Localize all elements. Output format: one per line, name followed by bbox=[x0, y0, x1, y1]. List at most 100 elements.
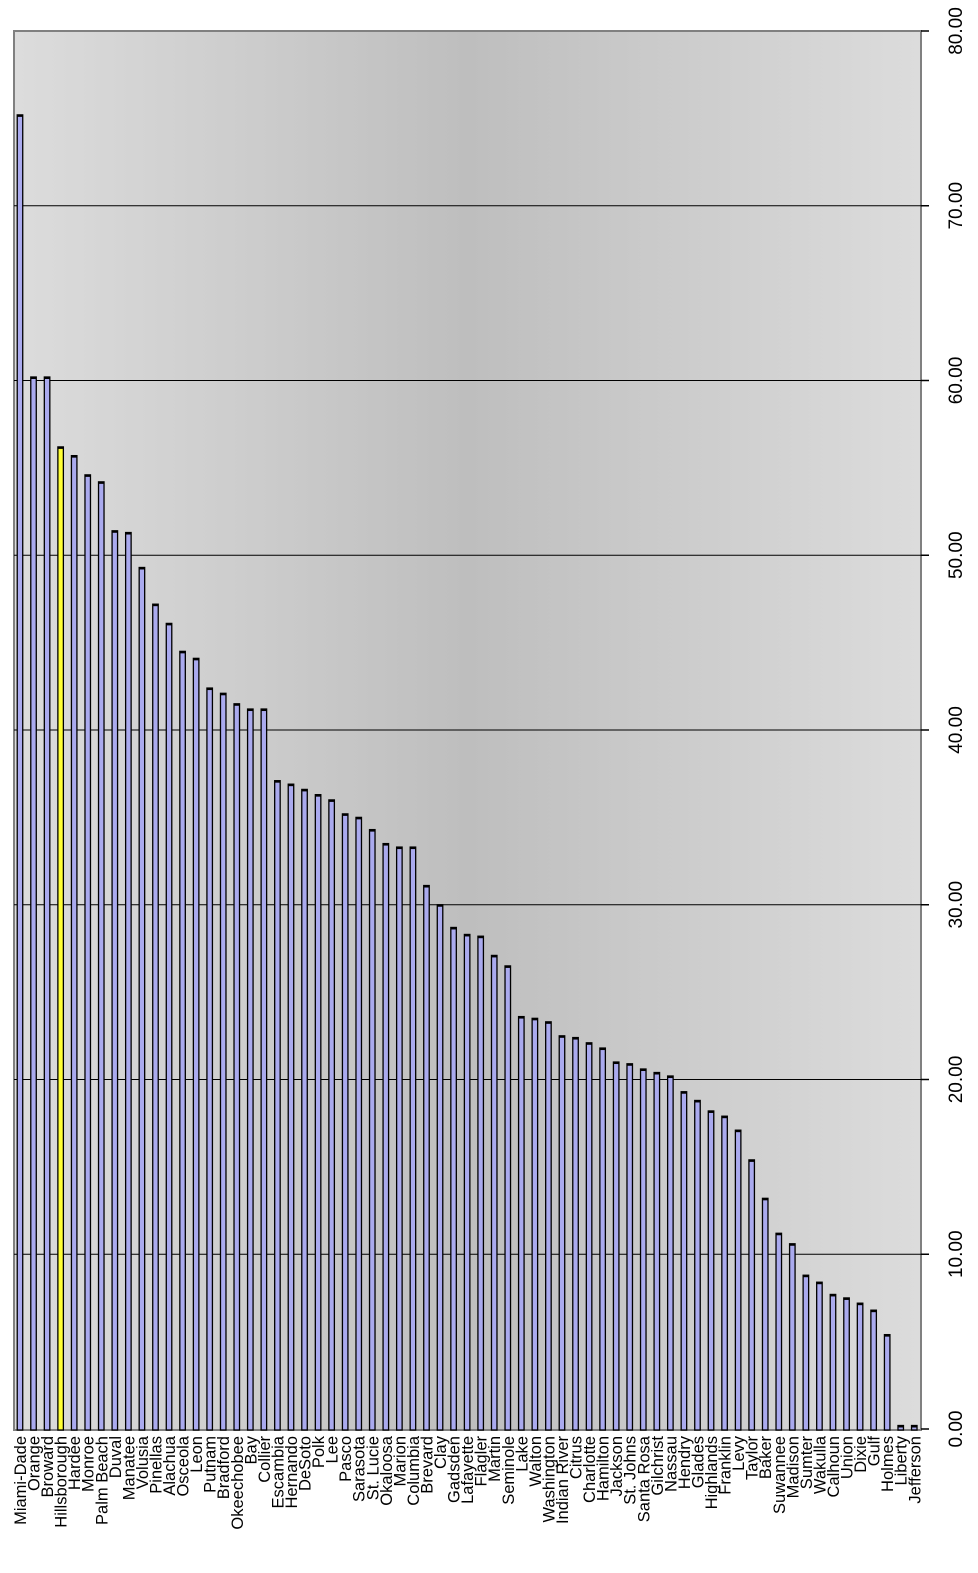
category-label: Glades bbox=[689, 1436, 707, 1488]
category-label: Sumter bbox=[798, 1436, 816, 1490]
category-label: Alachua bbox=[161, 1435, 179, 1495]
bar bbox=[775, 1232, 783, 1431]
bar-cap bbox=[897, 1425, 904, 1428]
bar-cap bbox=[410, 847, 416, 850]
category-label: Citrus bbox=[568, 1436, 586, 1479]
bar-cap bbox=[234, 703, 240, 706]
bar bbox=[57, 446, 65, 1431]
bar-cap bbox=[30, 377, 37, 380]
bar-cap bbox=[369, 829, 376, 832]
category-label: Jackson bbox=[608, 1436, 626, 1497]
bar bbox=[16, 114, 24, 1431]
category-label: Suwannee bbox=[771, 1436, 789, 1514]
bar bbox=[84, 474, 92, 1431]
bar-cap bbox=[396, 847, 403, 850]
bar-cap bbox=[274, 780, 281, 783]
category-label: Union bbox=[839, 1436, 857, 1479]
category-label: Okeechobee bbox=[229, 1436, 247, 1530]
bar-cap bbox=[193, 658, 199, 661]
bar-cap bbox=[355, 817, 362, 820]
bar-cap bbox=[328, 799, 335, 802]
bar-cap bbox=[694, 1100, 701, 1103]
category-label: Lake bbox=[513, 1436, 531, 1472]
bar-cap bbox=[301, 789, 308, 792]
category-label: Hillsborough bbox=[53, 1436, 71, 1528]
bar bbox=[423, 884, 430, 1431]
bar bbox=[694, 1099, 701, 1431]
category-label: Seminole bbox=[500, 1436, 518, 1505]
bar bbox=[802, 1274, 810, 1431]
bar-cap bbox=[505, 965, 511, 968]
category-label: Lee bbox=[324, 1436, 342, 1464]
category-label: Flagler bbox=[473, 1435, 491, 1486]
bar-cap bbox=[220, 693, 226, 696]
bar-cap bbox=[626, 1063, 633, 1066]
category-label: Gulf bbox=[866, 1436, 884, 1467]
bar bbox=[382, 842, 390, 1431]
category-label: Sarasota bbox=[351, 1435, 369, 1502]
y-tick-label: 30.00 bbox=[946, 881, 967, 929]
bar bbox=[721, 1115, 728, 1431]
bar bbox=[70, 454, 78, 1431]
bar-cap bbox=[423, 885, 430, 888]
bar bbox=[504, 965, 512, 1431]
category-label: Clay bbox=[432, 1435, 450, 1469]
bar bbox=[490, 954, 498, 1431]
category-label: Gilchrist bbox=[649, 1436, 667, 1496]
bar-cap bbox=[288, 784, 294, 787]
bar bbox=[219, 692, 227, 1431]
bar-cap bbox=[437, 904, 443, 907]
y-tick-label: 50.00 bbox=[946, 531, 967, 579]
bar bbox=[395, 846, 403, 1431]
category-label: DeSoto bbox=[297, 1436, 315, 1491]
bar-cap bbox=[152, 604, 159, 607]
bar bbox=[328, 799, 336, 1431]
bar bbox=[761, 1197, 769, 1431]
bar-cap bbox=[911, 1425, 918, 1428]
category-label: Hardee bbox=[66, 1436, 84, 1490]
bar-cap bbox=[179, 651, 186, 654]
category-label: Jefferson bbox=[906, 1436, 924, 1504]
category-label: Collier bbox=[256, 1435, 274, 1482]
bar-cap bbox=[518, 1016, 525, 1019]
bar-cap bbox=[71, 455, 77, 458]
bar-cap bbox=[17, 114, 23, 117]
bar-cap bbox=[112, 530, 118, 533]
category-label: Putnam bbox=[202, 1436, 220, 1493]
y-tick-label: 0.00 bbox=[946, 1411, 967, 1448]
category-label: Marion bbox=[391, 1436, 409, 1486]
bar bbox=[788, 1243, 796, 1431]
bar-cap bbox=[315, 794, 321, 797]
bar bbox=[124, 531, 132, 1431]
bars bbox=[16, 114, 918, 1431]
bar bbox=[612, 1061, 620, 1431]
bar bbox=[531, 1017, 539, 1431]
category-label: Baker bbox=[757, 1436, 775, 1480]
bar-cap bbox=[599, 1048, 606, 1051]
category-label: Madison bbox=[784, 1436, 802, 1498]
bar bbox=[355, 816, 363, 1431]
bar-cap bbox=[450, 927, 457, 930]
bar-cap bbox=[586, 1042, 592, 1045]
bar-cap bbox=[477, 936, 484, 939]
y-tick-label: 70.00 bbox=[946, 182, 967, 230]
category-label: Pinellas bbox=[147, 1436, 165, 1494]
category-label: Hendry bbox=[676, 1435, 694, 1489]
bar bbox=[165, 622, 173, 1431]
bar-cap bbox=[721, 1116, 728, 1119]
bar-cap bbox=[640, 1069, 647, 1072]
category-label: Duval bbox=[107, 1436, 125, 1478]
category-label: Holmes bbox=[879, 1436, 897, 1492]
bar bbox=[206, 687, 214, 1431]
bar-cap bbox=[613, 1062, 619, 1065]
bar-cap bbox=[735, 1130, 741, 1133]
bar-cap bbox=[206, 688, 213, 691]
bar bbox=[260, 708, 268, 1431]
bar bbox=[843, 1297, 850, 1431]
bar-cap bbox=[491, 955, 497, 958]
bar-cap bbox=[870, 1310, 877, 1313]
category-label: Okaloosa bbox=[378, 1435, 396, 1506]
bar-cap bbox=[857, 1303, 863, 1306]
bar bbox=[599, 1047, 607, 1431]
